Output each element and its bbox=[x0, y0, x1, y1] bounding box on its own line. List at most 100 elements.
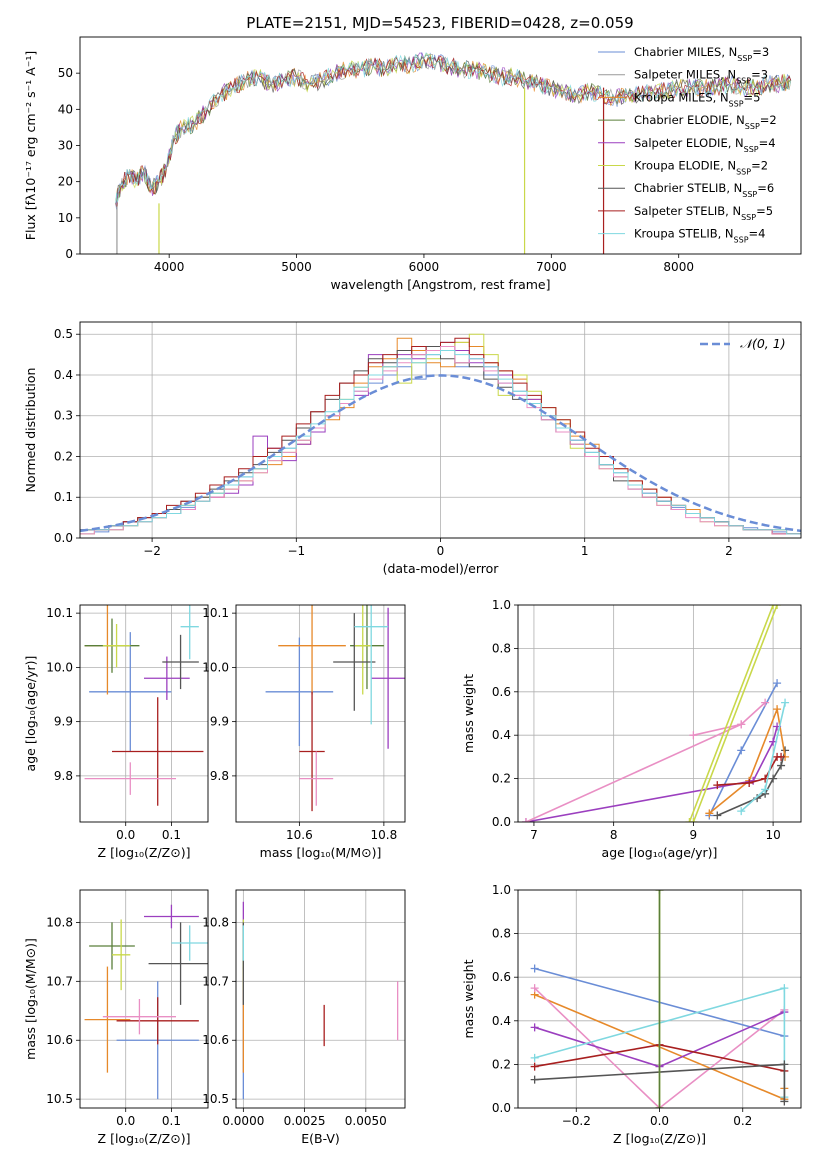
weight-point-marker bbox=[777, 752, 786, 761]
plot-area bbox=[242, 901, 399, 1100]
y-tick-label: 20 bbox=[58, 175, 73, 189]
y-axis-label: mass weight bbox=[461, 959, 476, 1038]
weight-point-marker bbox=[705, 809, 714, 818]
y-tick-label: 0.6 bbox=[492, 685, 511, 699]
weight-point-marker bbox=[781, 698, 790, 707]
x-tick-label: 0.0000 bbox=[222, 1114, 264, 1128]
histogram-step bbox=[80, 350, 801, 535]
weight-point-marker bbox=[780, 1060, 789, 1069]
weight-point-marker bbox=[769, 774, 778, 783]
y-tick-label: 1.0 bbox=[492, 598, 511, 612]
weight-point-marker bbox=[780, 984, 789, 993]
weight-point-marker bbox=[769, 605, 778, 609]
y-tick-label: 0.0 bbox=[492, 815, 511, 829]
weight-point-marker bbox=[761, 698, 770, 707]
x-tick-label: 0.0025 bbox=[284, 1114, 326, 1128]
plot-area bbox=[265, 605, 405, 812]
plot-area bbox=[530, 890, 789, 1108]
x-tick-label: 7 bbox=[530, 828, 538, 842]
axes-frame bbox=[79, 36, 802, 255]
y-tick-label: 0.4 bbox=[492, 728, 511, 742]
x-tick-label: 10.8 bbox=[371, 828, 398, 842]
legend-label: Kroupa MILES, NSSP=5 bbox=[634, 90, 760, 108]
panel-weight-vs-age: 7 8 9 10 0.0 0.2 0.4 0.6 0.8 1.0 age [log₁₀(age/yr… bbox=[461, 598, 802, 860]
x-tick-label: 6000 bbox=[409, 260, 440, 274]
x-tick-label: −0.2 bbox=[562, 1114, 591, 1128]
x-tick-label: 4000 bbox=[154, 260, 185, 274]
y-tick-label: 10.6 bbox=[46, 1033, 73, 1047]
y-tick-label: 0.8 bbox=[492, 927, 511, 941]
plot-area bbox=[115, 52, 792, 254]
weight-series-line bbox=[692, 605, 778, 822]
x-axis-label: wavelength [Angstrom, rest frame] bbox=[330, 277, 550, 292]
y-tick-label: 9.8 bbox=[54, 769, 73, 783]
weight-point-marker bbox=[530, 984, 539, 993]
x-tick-label: 0.0 bbox=[116, 1114, 135, 1128]
legend-label: Salpeter STELIB, NSSP=5 bbox=[634, 204, 773, 222]
panel-age-vs-Z: 0.0 0.1 9.8 9.9 10.0 10.1 Z [log₁₀(Z/Z⊙)] age [… bbox=[23, 604, 209, 860]
weight-series-line bbox=[716, 750, 786, 817]
spectrum-series-line bbox=[115, 55, 792, 208]
legend-label: Chabrier MILES, NSSP=3 bbox=[634, 45, 769, 63]
y-axis-label: mass weight bbox=[461, 674, 476, 753]
x-axis-label: E(B-V) bbox=[301, 1131, 340, 1146]
weight-point-marker bbox=[530, 964, 539, 973]
y-tick-label: 10.0 bbox=[202, 660, 229, 674]
axes-frame bbox=[517, 604, 802, 823]
x-tick-label: 0 bbox=[437, 544, 445, 558]
weight-point-marker bbox=[530, 1075, 539, 1084]
x-tick-label: 5000 bbox=[281, 260, 312, 274]
plot-area bbox=[80, 333, 801, 535]
weight-series-line bbox=[525, 726, 778, 822]
x-tick-label: 10.6 bbox=[286, 828, 313, 842]
panel-mass-vs-Z: 0.0 0.1 10.5 10.6 10.7 10.8 Z [log₁₀(Z/Z⊙)] mas… bbox=[23, 889, 209, 1146]
x-tick-label: 0.2 bbox=[733, 1114, 752, 1128]
weight-series-line bbox=[708, 706, 786, 814]
x-tick-label: 2 bbox=[725, 544, 733, 558]
y-tick-label: 0 bbox=[65, 247, 73, 261]
spectrum-series-line bbox=[115, 52, 792, 204]
legend-label: 𝒩(0, 1) bbox=[740, 336, 786, 351]
x-axis-label: mass [log₁₀(M/M⊙)] bbox=[260, 845, 382, 860]
y-tick-label: 10 bbox=[58, 211, 73, 225]
weight-point-marker bbox=[737, 807, 746, 816]
weight-point-marker bbox=[773, 705, 782, 714]
y-tick-label: 0.2 bbox=[492, 772, 511, 786]
y-tick-label: 9.9 bbox=[54, 715, 73, 729]
weight-point-marker bbox=[655, 890, 664, 894]
weight-point-marker bbox=[745, 778, 754, 787]
y-tick-label: 10.1 bbox=[202, 606, 229, 620]
legend-label: Salpeter ELODIE, NSSP=4 bbox=[634, 136, 776, 154]
y-tick-label: 0.1 bbox=[54, 490, 73, 504]
y-tick-label: 0.6 bbox=[492, 970, 511, 984]
x-axis-label: Z [log₁₀(Z/Z⊙)] bbox=[613, 1131, 706, 1146]
y-tick-label: 30 bbox=[58, 139, 73, 153]
y-tick-label: 0.4 bbox=[54, 368, 73, 382]
y-tick-label: 10.7 bbox=[202, 974, 229, 988]
legend-label: Kroupa STELIB, NSSP=4 bbox=[634, 227, 765, 245]
axes-frame bbox=[79, 889, 209, 1109]
legend-label: Chabrier ELODIE, NSSP=2 bbox=[634, 113, 777, 131]
y-tick-label: 9.8 bbox=[210, 769, 229, 783]
x-tick-label: 8 bbox=[610, 828, 618, 842]
y-tick-label: 0.2 bbox=[492, 1057, 511, 1071]
y-axis-label: mass [log₁₀(M/M⊙)] bbox=[23, 938, 38, 1060]
x-axis-label: Z [log₁₀(Z/Z⊙)] bbox=[98, 1131, 191, 1146]
x-tick-label: 10 bbox=[765, 828, 780, 842]
y-tick-label: 10.8 bbox=[46, 915, 73, 929]
x-tick-label: 7000 bbox=[536, 260, 567, 274]
y-tick-label: 10.8 bbox=[202, 915, 229, 929]
weight-point-marker bbox=[773, 605, 782, 609]
panel-residuals: −2 −1 0 1 2 0.0 0.1 0.2 0.3 0.4 0.5 (data-model)/er… bbox=[23, 321, 802, 576]
panel-mass-vs-ebv: 0.0000 0.0025 0.0050 10.5 10.6 10.7 10.8 E(B-V) bbox=[202, 889, 406, 1146]
weight-point-marker bbox=[530, 1062, 539, 1071]
weight-point-marker bbox=[713, 781, 722, 790]
weight-point-marker bbox=[530, 1053, 539, 1062]
x-tick-label: 0.0050 bbox=[345, 1114, 387, 1128]
y-tick-label: 10.5 bbox=[202, 1092, 229, 1106]
x-tick-label: −2 bbox=[143, 544, 161, 558]
legend-label: Kroupa ELODIE, NSSP=2 bbox=[634, 159, 768, 177]
weight-point-marker bbox=[780, 1097, 789, 1106]
x-tick-label: 0.1 bbox=[162, 1114, 181, 1128]
weight-point-marker bbox=[773, 679, 782, 688]
